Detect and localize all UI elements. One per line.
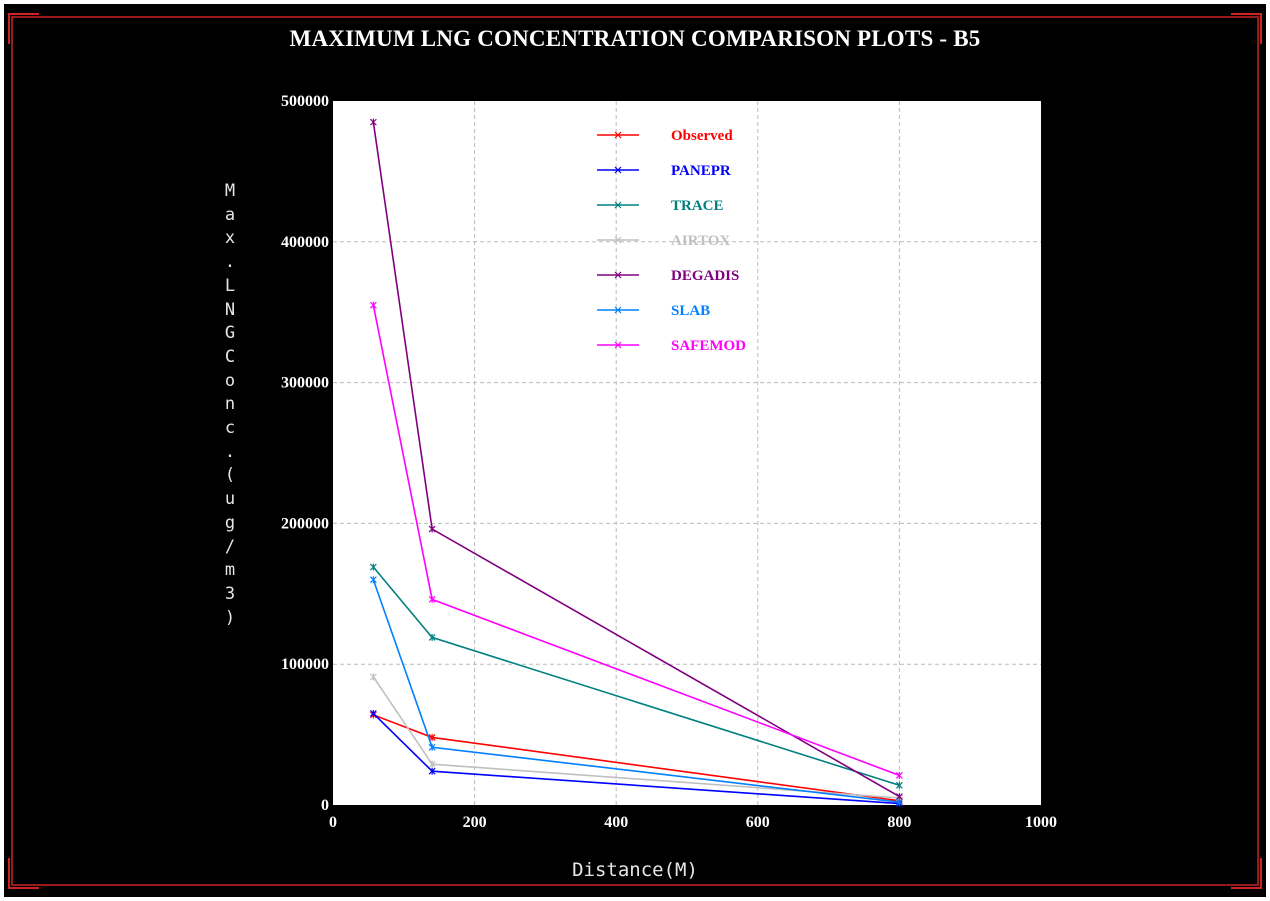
data-point: [369, 709, 377, 717]
data-point: [369, 118, 377, 126]
y-tick-label: 200000: [281, 515, 329, 532]
y-axis-label-char: c: [224, 418, 236, 439]
y-axis-label-char: n: [224, 394, 236, 415]
legend-item: PANEPR: [597, 163, 731, 179]
x-tick-labels: 0 200 400 600 800 1000: [329, 814, 1057, 831]
data-point: [428, 767, 436, 775]
legend-item: Observed: [597, 128, 733, 144]
y-axis-label-char: N: [224, 299, 236, 320]
y-tick-label: 100000: [281, 656, 329, 673]
frame-corner: [8, 13, 39, 44]
x-tick-label: 200: [463, 814, 487, 831]
y-tick-label: 300000: [281, 375, 329, 392]
y-tick-label: 0: [321, 797, 329, 814]
y-axis-label-char: L: [224, 275, 236, 296]
legend-marker: [614, 341, 622, 349]
data-point: [369, 673, 377, 681]
y-axis-label-char: ): [224, 607, 236, 628]
legend-label: AIRTOX: [671, 233, 730, 249]
data-point: [895, 781, 903, 789]
y-axis-label-char: u: [224, 489, 236, 510]
legend-marker: [614, 166, 622, 174]
grid-lines: [333, 101, 1041, 805]
y-axis-label-char: o: [224, 370, 236, 391]
y-tick-labels: 0 100000 200000 300000 400000 500000: [281, 93, 329, 814]
legend-label: SAFEMOD: [671, 338, 746, 354]
y-axis-label-char: (: [224, 465, 236, 486]
legend-marker: [614, 131, 622, 139]
y-axis-label-char: .: [224, 441, 236, 462]
x-tick-label: 0: [329, 814, 337, 831]
y-axis-label-char: x: [224, 228, 236, 249]
legend-item: SAFEMOD: [597, 338, 746, 354]
legend-item: AIRTOX: [597, 233, 730, 249]
legend-label: PANEPR: [671, 163, 731, 179]
x-tick-label: 600: [746, 814, 770, 831]
y-axis-label-char: a: [224, 204, 236, 225]
legend-label: TRACE: [671, 198, 724, 214]
data-point: [428, 743, 436, 751]
legend-item: SLAB: [597, 303, 710, 319]
y-axis-label-char: 3: [224, 583, 236, 604]
frame-corner: [8, 858, 39, 889]
frame-corner: [1231, 13, 1262, 44]
y-axis-label-char: G: [224, 323, 236, 344]
legend-marker: [614, 306, 622, 314]
y-axis-label-char: C: [224, 346, 236, 367]
y-tick-label: 500000: [281, 93, 329, 110]
window-border: [8, 13, 1262, 889]
y-axis-label-char: g: [224, 512, 236, 533]
series-lines: [369, 118, 903, 808]
data-point: [895, 771, 903, 779]
x-tick-label: 400: [604, 814, 628, 831]
x-tick-label: 1000: [1025, 814, 1057, 831]
legend-label: SLAB: [671, 303, 710, 319]
legend-item: TRACE: [597, 198, 724, 214]
plot-area: [333, 101, 1041, 805]
legend-item: DEGADIS: [597, 268, 739, 284]
y-axis-label-char: M: [224, 181, 236, 201]
series-safemod: [369, 301, 903, 779]
data-point: [428, 633, 436, 641]
series-degadis: [369, 118, 903, 801]
data-point: [369, 301, 377, 309]
legend-marker: [614, 271, 622, 279]
legend: Observed PANEPR TRACE AIRTOX DEGADIS SLAB SAFE…: [597, 128, 746, 354]
x-tick-label: 800: [887, 814, 911, 831]
y-axis-label-char: m: [224, 560, 236, 581]
frame-inner-line: [11, 16, 1259, 886]
legend-marker: [614, 236, 622, 244]
legend-label: Observed: [671, 128, 733, 144]
data-point: [895, 798, 903, 806]
y-tick-label: 400000: [281, 234, 329, 251]
y-axis-label-char: .: [224, 252, 236, 273]
data-point: [428, 595, 436, 603]
legend-marker: [614, 201, 622, 209]
data-point: [428, 525, 436, 533]
y-axis-label-char: /: [224, 536, 236, 557]
frame-corner: [1231, 858, 1262, 889]
data-point: [428, 760, 436, 768]
chart-title: MAXIMUM LNG CONCENTRATION COMPARISON PLO…: [289, 26, 981, 51]
data-point: [369, 563, 377, 571]
x-axis-label: Distance(M): [572, 859, 698, 881]
legend-label: DEGADIS: [671, 268, 739, 284]
series-slab: [369, 576, 903, 806]
data-point: [369, 576, 377, 584]
series-trace: [369, 563, 903, 789]
